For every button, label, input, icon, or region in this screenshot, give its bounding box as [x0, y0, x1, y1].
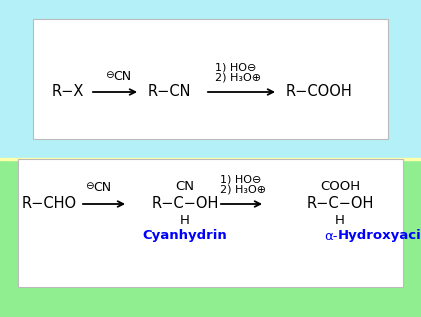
Bar: [0, 159, 421, 317]
Text: R−C−OH: R−C−OH: [306, 197, 374, 211]
Text: H: H: [335, 214, 345, 227]
Text: Hydroxyacid: Hydroxyacid: [338, 230, 421, 243]
Text: ⊖: ⊖: [85, 181, 94, 191]
Bar: [0, 158, 421, 160]
Text: Cyanhydrin: Cyanhydrin: [143, 230, 227, 243]
FancyBboxPatch shape: [33, 19, 388, 139]
Text: ⊖: ⊖: [105, 70, 114, 80]
Text: α‐: α‐: [325, 230, 338, 243]
Text: 2) H₃O⊕: 2) H₃O⊕: [220, 185, 266, 195]
Text: 2) H₃O⊕: 2) H₃O⊕: [215, 73, 261, 83]
Text: R−X: R−X: [52, 85, 84, 100]
FancyBboxPatch shape: [18, 159, 403, 287]
Text: CN: CN: [113, 70, 131, 83]
Text: CN: CN: [93, 181, 111, 194]
Text: R−COOH: R−COOH: [286, 85, 353, 100]
Text: 1) HO⊖: 1) HO⊖: [220, 174, 261, 184]
Text: R−C−OH: R−C−OH: [151, 197, 218, 211]
Text: 1) HO⊖: 1) HO⊖: [215, 62, 256, 72]
Text: R−CN: R−CN: [148, 85, 192, 100]
Text: COOH: COOH: [320, 179, 360, 192]
Text: H: H: [180, 214, 190, 227]
Text: R−CHO: R−CHO: [22, 197, 77, 211]
Text: CN: CN: [176, 179, 195, 192]
